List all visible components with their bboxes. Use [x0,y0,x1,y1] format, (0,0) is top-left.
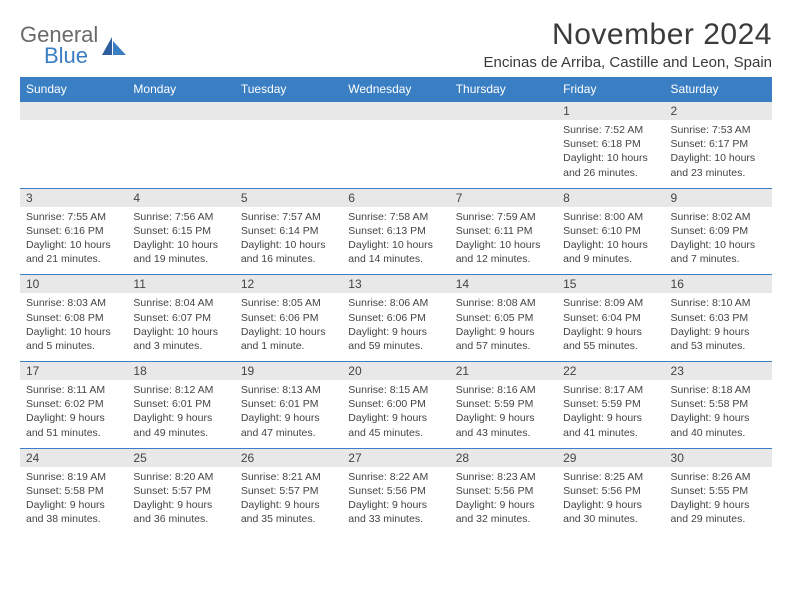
date-row: 3456789 [20,188,772,207]
date-cell: 28 [450,448,557,467]
date-cell: 18 [127,362,234,381]
details-cell: Sunrise: 7:55 AMSunset: 6:16 PMDaylight:… [20,207,127,275]
details-cell: Sunrise: 8:13 AMSunset: 6:01 PMDaylight:… [235,380,342,448]
details-cell: Sunrise: 8:22 AMSunset: 5:56 PMDaylight:… [342,467,449,535]
details-cell: Sunrise: 8:02 AMSunset: 6:09 PMDaylight:… [665,207,772,275]
day-header-fri: Friday [557,77,664,102]
date-cell: 14 [450,275,557,294]
date-cell: 17 [20,362,127,381]
date-cell: 30 [665,448,772,467]
date-cell: 3 [20,188,127,207]
date-cell: 22 [557,362,664,381]
logo-sail-icon [102,37,126,55]
date-cell: 25 [127,448,234,467]
day-header-sat: Saturday [665,77,772,102]
date-cell: 11 [127,275,234,294]
logo-word2: Blue [44,45,98,67]
details-cell: Sunrise: 8:04 AMSunset: 6:07 PMDaylight:… [127,293,234,361]
details-cell: Sunrise: 8:10 AMSunset: 6:03 PMDaylight:… [665,293,772,361]
date-cell: 7 [450,188,557,207]
details-cell: Sunrise: 8:26 AMSunset: 5:55 PMDaylight:… [665,467,772,535]
date-cell: 10 [20,275,127,294]
details-cell: Sunrise: 8:21 AMSunset: 5:57 PMDaylight:… [235,467,342,535]
date-cell: 5 [235,188,342,207]
details-cell: Sunrise: 8:25 AMSunset: 5:56 PMDaylight:… [557,467,664,535]
date-cell: 8 [557,188,664,207]
date-cell: 29 [557,448,664,467]
title-block: November 2024 Encinas de Arriba, Castill… [483,18,772,71]
details-row: Sunrise: 8:19 AMSunset: 5:58 PMDaylight:… [20,467,772,535]
details-cell: Sunrise: 8:20 AMSunset: 5:57 PMDaylight:… [127,467,234,535]
details-row: Sunrise: 7:55 AMSunset: 6:16 PMDaylight:… [20,207,772,275]
date-cell: 19 [235,362,342,381]
details-cell [342,120,449,188]
date-cell: 24 [20,448,127,467]
details-row: Sunrise: 8:03 AMSunset: 6:08 PMDaylight:… [20,293,772,361]
details-cell: Sunrise: 7:58 AMSunset: 6:13 PMDaylight:… [342,207,449,275]
date-cell [450,102,557,121]
details-cell: Sunrise: 8:15 AMSunset: 6:00 PMDaylight:… [342,380,449,448]
details-cell: Sunrise: 7:57 AMSunset: 6:14 PMDaylight:… [235,207,342,275]
details-cell: Sunrise: 8:09 AMSunset: 6:04 PMDaylight:… [557,293,664,361]
date-cell [235,102,342,121]
date-cell: 21 [450,362,557,381]
details-row: Sunrise: 7:52 AMSunset: 6:18 PMDaylight:… [20,120,772,188]
logo: General Blue [20,18,126,67]
date-cell: 27 [342,448,449,467]
details-cell: Sunrise: 7:59 AMSunset: 6:11 PMDaylight:… [450,207,557,275]
details-cell: Sunrise: 7:52 AMSunset: 6:18 PMDaylight:… [557,120,664,188]
details-row: Sunrise: 8:11 AMSunset: 6:02 PMDaylight:… [20,380,772,448]
details-cell: Sunrise: 8:16 AMSunset: 5:59 PMDaylight:… [450,380,557,448]
details-cell: Sunrise: 8:00 AMSunset: 6:10 PMDaylight:… [557,207,664,275]
details-cell: Sunrise: 8:11 AMSunset: 6:02 PMDaylight:… [20,380,127,448]
details-cell [235,120,342,188]
day-header-tue: Tuesday [235,77,342,102]
date-cell: 4 [127,188,234,207]
details-cell [450,120,557,188]
details-cell: Sunrise: 8:03 AMSunset: 6:08 PMDaylight:… [20,293,127,361]
date-cell: 15 [557,275,664,294]
date-row: 24252627282930 [20,448,772,467]
details-cell: Sunrise: 7:56 AMSunset: 6:15 PMDaylight:… [127,207,234,275]
day-header-thu: Thursday [450,77,557,102]
day-header-wed: Wednesday [342,77,449,102]
details-cell: Sunrise: 7:53 AMSunset: 6:17 PMDaylight:… [665,120,772,188]
calendar-table: Sunday Monday Tuesday Wednesday Thursday… [20,77,772,534]
details-cell [127,120,234,188]
date-cell: 16 [665,275,772,294]
date-cell [342,102,449,121]
details-cell [20,120,127,188]
header: General Blue November 2024 Encinas de Ar… [20,18,772,71]
calendar-body: 12Sunrise: 7:52 AMSunset: 6:18 PMDayligh… [20,102,772,535]
details-cell: Sunrise: 8:17 AMSunset: 5:59 PMDaylight:… [557,380,664,448]
date-cell [127,102,234,121]
details-cell: Sunrise: 8:05 AMSunset: 6:06 PMDaylight:… [235,293,342,361]
date-row: 17181920212223 [20,362,772,381]
date-cell: 26 [235,448,342,467]
details-cell: Sunrise: 8:23 AMSunset: 5:56 PMDaylight:… [450,467,557,535]
day-header-row: Sunday Monday Tuesday Wednesday Thursday… [20,77,772,102]
details-cell: Sunrise: 8:06 AMSunset: 6:06 PMDaylight:… [342,293,449,361]
details-cell: Sunrise: 8:08 AMSunset: 6:05 PMDaylight:… [450,293,557,361]
date-cell [20,102,127,121]
date-cell: 20 [342,362,449,381]
day-header-mon: Monday [127,77,234,102]
month-title: November 2024 [483,18,772,52]
logo-text-block: General Blue [20,24,98,67]
date-cell: 23 [665,362,772,381]
date-cell: 2 [665,102,772,121]
date-cell: 9 [665,188,772,207]
details-cell: Sunrise: 8:19 AMSunset: 5:58 PMDaylight:… [20,467,127,535]
date-row: 12 [20,102,772,121]
date-cell: 13 [342,275,449,294]
day-header-sun: Sunday [20,77,127,102]
details-cell: Sunrise: 8:12 AMSunset: 6:01 PMDaylight:… [127,380,234,448]
location: Encinas de Arriba, Castille and Leon, Sp… [483,54,772,71]
date-cell: 1 [557,102,664,121]
details-cell: Sunrise: 8:18 AMSunset: 5:58 PMDaylight:… [665,380,772,448]
date-row: 10111213141516 [20,275,772,294]
date-cell: 6 [342,188,449,207]
date-cell: 12 [235,275,342,294]
